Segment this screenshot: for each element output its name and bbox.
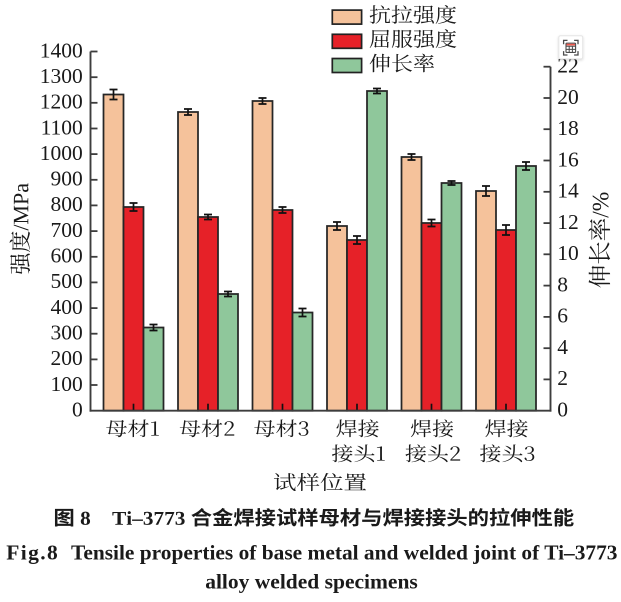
svg-text:alloy welded specimens: alloy welded specimens bbox=[205, 569, 418, 593]
svg-text:2: 2 bbox=[557, 366, 568, 390]
svg-text:100: 100 bbox=[51, 372, 83, 396]
svg-text:900: 900 bbox=[51, 167, 83, 191]
svg-text:14: 14 bbox=[557, 179, 579, 203]
svg-text:0: 0 bbox=[557, 398, 568, 422]
svg-text:16: 16 bbox=[557, 147, 579, 171]
svg-text:4: 4 bbox=[557, 335, 568, 359]
svg-text:22: 22 bbox=[557, 54, 579, 78]
svg-text:1100: 1100 bbox=[41, 115, 83, 139]
svg-text:500: 500 bbox=[51, 269, 83, 293]
svg-text:0: 0 bbox=[72, 398, 83, 422]
svg-text:800: 800 bbox=[51, 192, 83, 216]
svg-text:200: 200 bbox=[51, 346, 83, 370]
svg-text:8: 8 bbox=[557, 272, 568, 296]
svg-text:600: 600 bbox=[51, 244, 83, 268]
svg-text:300: 300 bbox=[51, 321, 83, 345]
svg-text:20: 20 bbox=[557, 85, 579, 109]
svg-text:700: 700 bbox=[51, 218, 83, 242]
svg-text:10: 10 bbox=[557, 241, 579, 265]
svg-text:Fig.8: Fig.8 bbox=[6, 540, 59, 564]
svg-text:Tensile properties of base met: Tensile properties of base metal and wel… bbox=[71, 540, 617, 564]
svg-text:400: 400 bbox=[51, 295, 83, 319]
svg-text:1300: 1300 bbox=[40, 64, 83, 88]
svg-text:1200: 1200 bbox=[40, 90, 83, 114]
svg-text:1000: 1000 bbox=[40, 141, 83, 165]
svg-text:6: 6 bbox=[557, 304, 568, 328]
svg-text:1400: 1400 bbox=[40, 38, 83, 62]
svg-text:12: 12 bbox=[557, 210, 579, 234]
svg-text:18: 18 bbox=[557, 116, 579, 140]
